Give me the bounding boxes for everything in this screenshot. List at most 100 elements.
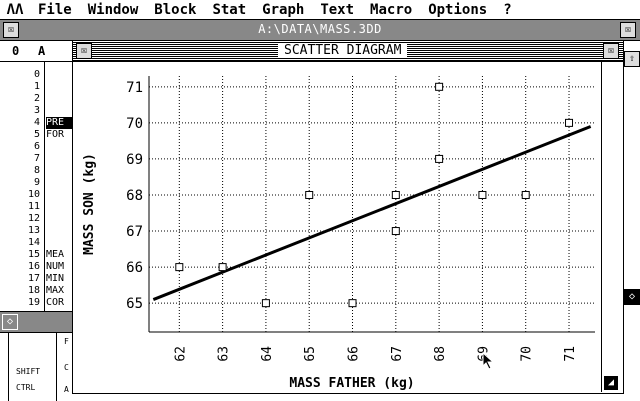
x-tick-label: 67 [390, 346, 405, 362]
x-axis-label: MASS FATHER (kg) [289, 376, 414, 391]
spreadsheet-row[interactable]: 11 [0, 201, 72, 213]
key-panel: SHIFT CTRL F C A [0, 332, 72, 401]
spreadsheet-row[interactable]: 19 COR [0, 297, 72, 309]
row-number: 18 [27, 285, 40, 296]
x-tick-label: 66 [347, 346, 362, 362]
scatter-window: ☒ SCATTER DIAGRAM ☒ 62 63 64 65 66 67 68 69 70 71… [72, 40, 624, 394]
spreadsheet-row[interactable]: 12 [0, 213, 72, 225]
spreadsheet-row[interactable]: 16 NUM [0, 261, 72, 273]
menu-graph[interactable]: Graph [262, 1, 305, 18]
menu-text[interactable]: Text [320, 1, 355, 18]
key-col-letter: F [64, 337, 69, 346]
row-number: 14 [27, 237, 40, 248]
x-tick-label: 64 [260, 346, 275, 362]
y-tick-label: 65 [126, 296, 143, 312]
y-axis-label: MASS SON (kg) [82, 153, 97, 255]
menu-block[interactable]: Block [154, 1, 197, 18]
spreadsheet-row[interactable]: 6 [0, 141, 72, 153]
x-tick-label: 65 [303, 346, 318, 362]
row-cell[interactable]: MEA [46, 249, 65, 260]
row-number: 16 [27, 261, 40, 272]
spreadsheet-divider [44, 61, 45, 311]
menu-macro[interactable]: Macro [370, 1, 413, 18]
row-number: 11 [27, 201, 40, 212]
row-cell[interactable]: PRE [46, 117, 72, 129]
menu-options[interactable]: Options [428, 1, 488, 18]
x-tick-label: 71 [563, 346, 578, 362]
data-point [175, 263, 184, 272]
row-number: 5 [33, 129, 40, 140]
data-point [435, 82, 444, 91]
row-number: 8 [33, 165, 40, 176]
row-number: 1 [33, 81, 40, 92]
data-point [218, 263, 227, 272]
spreadsheet-close-icon[interactable]: ☒ [3, 22, 19, 38]
spreadsheet-title: A:\DATA\MASS.3DD [258, 22, 382, 36]
resize-icon[interactable]: ◢ [604, 376, 618, 390]
spreadsheet-hscroll[interactable]: ◇ [0, 311, 72, 332]
spreadsheet-row[interactable]: 15 MEA [0, 249, 72, 261]
spreadsheet-grid: 0 A 0 1 2 3 4 PRE 5 FOR 6 7 8 9 10 11 12 13 14 15 MEA 16 NUM… [0, 41, 72, 311]
spreadsheet-row[interactable]: 8 [0, 165, 72, 177]
row-number: 19 [27, 297, 40, 308]
key-col-letter: A [64, 385, 69, 394]
y-tick-label: 70 [126, 116, 143, 132]
spreadsheet-full-icon[interactable]: ☒ [620, 22, 636, 38]
spreadsheet-row[interactable]: 5 FOR [0, 129, 72, 141]
menu-file[interactable]: File [38, 1, 72, 18]
row-cell[interactable]: MAX [46, 285, 65, 296]
row-number: 17 [27, 273, 40, 284]
data-point [565, 118, 574, 127]
ctrl-label: CTRL [16, 383, 36, 392]
spreadsheet-row[interactable]: 13 [0, 225, 72, 237]
spreadsheet-row[interactable]: 3 [0, 105, 72, 117]
spreadsheet-row[interactable]: 10 [0, 189, 72, 201]
spreadsheet-row[interactable]: 4 PRE [0, 117, 72, 129]
row-number: 10 [27, 189, 40, 200]
row-cell[interactable]: NUM [46, 261, 65, 272]
y-tick-label: 69 [126, 152, 143, 168]
scatter-close-icon[interactable]: ☒ [76, 43, 92, 59]
mouse-pointer-icon [482, 352, 495, 370]
spreadsheet-row[interactable]: 0 [0, 69, 72, 81]
y-tick-label: 66 [126, 260, 143, 276]
row-cell[interactable]: COR [46, 297, 65, 308]
y-tick-label: 71 [126, 80, 143, 96]
menu-window[interactable]: Window [87, 1, 139, 18]
scroll-up-icon[interactable]: ⇧ [624, 51, 640, 67]
menu-bar: ΛΛ File Window Block Stat Graph Text Mac… [0, 0, 640, 20]
scatter-vscroll[interactable]: ◢ [601, 62, 622, 392]
spreadsheet-row[interactable]: 2 [0, 93, 72, 105]
row-cell[interactable]: FOR [46, 129, 65, 140]
spreadsheet-row[interactable]: 7 [0, 153, 72, 165]
spreadsheet-row[interactable]: 17 MIN [0, 273, 72, 285]
column-header-a[interactable]: A [38, 44, 46, 58]
row-cell[interactable]: MIN [46, 273, 65, 284]
scatter-title: SCATTER DIAGRAM [278, 43, 408, 58]
scroll-thumb[interactable]: ◇ [624, 289, 640, 305]
scatter-full-icon[interactable]: ☒ [603, 43, 619, 59]
x-tick-label: 63 [217, 346, 232, 362]
spreadsheet-row[interactable]: 9 [0, 177, 72, 189]
spreadsheet-title-bar[interactable]: ☒ A:\DATA\MASS.3DD ☒ [0, 20, 640, 41]
spreadsheet-row[interactable]: 18 MAX [0, 285, 72, 297]
menu-stat[interactable]: Stat [212, 1, 247, 18]
menu-help[interactable]: ? [503, 1, 512, 18]
scatter-title-bar[interactable]: ☒ SCATTER DIAGRAM ☒ [73, 41, 623, 62]
row-number: 2 [33, 93, 40, 104]
y-tick-label: 68 [126, 188, 143, 204]
row-number: 3 [33, 105, 40, 116]
row-number: 7 [33, 153, 40, 164]
shift-label: SHIFT [16, 367, 41, 376]
spreadsheet-row[interactable]: 14 [0, 237, 72, 249]
scatter-plot: 6263646566676869707165666768697071MASS S… [82, 76, 595, 391]
row-number: 15 [27, 249, 40, 260]
x-tick-label: 68 [433, 346, 448, 362]
key-col-letter: C [64, 363, 69, 372]
spreadsheet-vscroll[interactable]: ⇧ ◇ [622, 41, 640, 391]
y-tick-label: 67 [126, 224, 143, 240]
scroll-left-icon[interactable]: ◇ [2, 314, 18, 330]
column-header-num: 0 [12, 44, 20, 58]
spreadsheet-row[interactable]: 1 [0, 81, 72, 93]
atari-logo-icon[interactable]: ΛΛ [6, 1, 24, 18]
